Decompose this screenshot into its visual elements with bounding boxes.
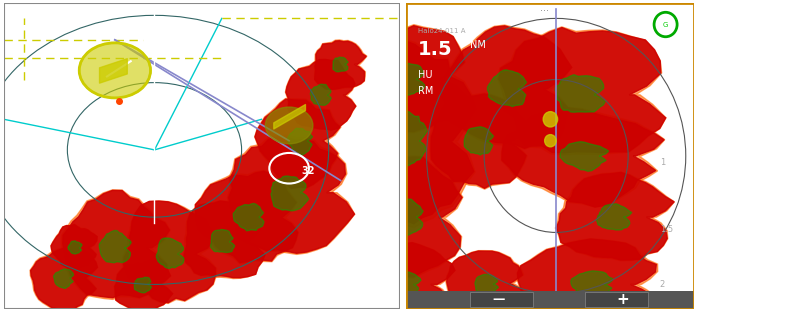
Polygon shape xyxy=(271,176,309,211)
Polygon shape xyxy=(498,27,666,155)
Polygon shape xyxy=(502,107,665,207)
Text: +: + xyxy=(616,292,629,307)
Polygon shape xyxy=(210,229,234,252)
Polygon shape xyxy=(30,246,98,312)
Text: RM: RM xyxy=(418,86,434,96)
Polygon shape xyxy=(184,201,265,278)
Circle shape xyxy=(266,107,313,144)
Polygon shape xyxy=(499,27,666,153)
Polygon shape xyxy=(134,277,151,293)
Circle shape xyxy=(545,134,556,147)
Polygon shape xyxy=(358,242,455,312)
Circle shape xyxy=(79,43,150,98)
Polygon shape xyxy=(487,70,526,107)
Polygon shape xyxy=(287,128,313,155)
Bar xyxy=(470,292,533,307)
Polygon shape xyxy=(430,93,530,189)
Polygon shape xyxy=(597,204,632,230)
Polygon shape xyxy=(255,99,340,188)
Polygon shape xyxy=(475,274,498,295)
Polygon shape xyxy=(358,243,455,312)
Polygon shape xyxy=(183,201,265,279)
Text: 32: 32 xyxy=(301,166,314,176)
Polygon shape xyxy=(314,41,366,89)
Polygon shape xyxy=(392,272,421,297)
Bar xyxy=(406,290,694,309)
Polygon shape xyxy=(51,224,97,269)
Text: G: G xyxy=(663,22,668,27)
Polygon shape xyxy=(195,170,298,264)
Text: 1: 1 xyxy=(660,158,665,167)
Polygon shape xyxy=(342,25,468,133)
Polygon shape xyxy=(386,110,427,166)
Polygon shape xyxy=(446,251,525,312)
Polygon shape xyxy=(195,171,298,262)
Polygon shape xyxy=(343,156,463,278)
Polygon shape xyxy=(310,84,331,105)
Polygon shape xyxy=(62,190,170,298)
Text: 2: 2 xyxy=(660,280,665,289)
Polygon shape xyxy=(431,94,529,188)
Text: ···: ··· xyxy=(540,6,549,16)
Polygon shape xyxy=(30,247,98,312)
Polygon shape xyxy=(99,231,131,263)
Text: 1.5: 1.5 xyxy=(418,40,453,59)
Polygon shape xyxy=(227,135,354,254)
Polygon shape xyxy=(156,238,184,269)
Text: —: — xyxy=(492,293,505,306)
Polygon shape xyxy=(68,241,82,254)
Polygon shape xyxy=(502,108,664,207)
Polygon shape xyxy=(124,201,215,303)
Polygon shape xyxy=(441,25,572,149)
Polygon shape xyxy=(115,261,173,312)
Circle shape xyxy=(543,112,558,127)
Text: HU: HU xyxy=(418,71,433,80)
Polygon shape xyxy=(442,26,572,148)
Polygon shape xyxy=(335,39,477,228)
Polygon shape xyxy=(560,142,609,171)
Polygon shape xyxy=(114,260,173,312)
Polygon shape xyxy=(286,60,356,130)
Polygon shape xyxy=(518,239,658,312)
Text: 83: 83 xyxy=(130,96,144,106)
Polygon shape xyxy=(51,225,97,269)
Polygon shape xyxy=(286,59,356,130)
Polygon shape xyxy=(234,203,264,231)
Text: 1.5: 1.5 xyxy=(660,225,673,234)
Polygon shape xyxy=(333,57,348,72)
Polygon shape xyxy=(61,190,170,300)
Polygon shape xyxy=(555,75,605,112)
Polygon shape xyxy=(555,172,674,261)
Polygon shape xyxy=(229,137,354,253)
Polygon shape xyxy=(388,199,423,235)
Polygon shape xyxy=(446,251,526,312)
Text: Halo24-011 A: Halo24-011 A xyxy=(418,27,466,34)
Text: 270: 270 xyxy=(538,12,551,18)
Text: NM: NM xyxy=(470,40,486,50)
Polygon shape xyxy=(314,40,367,90)
Polygon shape xyxy=(570,271,613,298)
Polygon shape xyxy=(337,40,476,224)
Polygon shape xyxy=(387,63,425,95)
Polygon shape xyxy=(518,239,656,312)
Polygon shape xyxy=(343,26,467,132)
Polygon shape xyxy=(344,157,462,277)
Polygon shape xyxy=(122,201,217,304)
Polygon shape xyxy=(556,173,674,260)
Polygon shape xyxy=(54,269,74,288)
Polygon shape xyxy=(464,127,494,155)
Polygon shape xyxy=(254,99,341,188)
Bar xyxy=(585,292,648,307)
